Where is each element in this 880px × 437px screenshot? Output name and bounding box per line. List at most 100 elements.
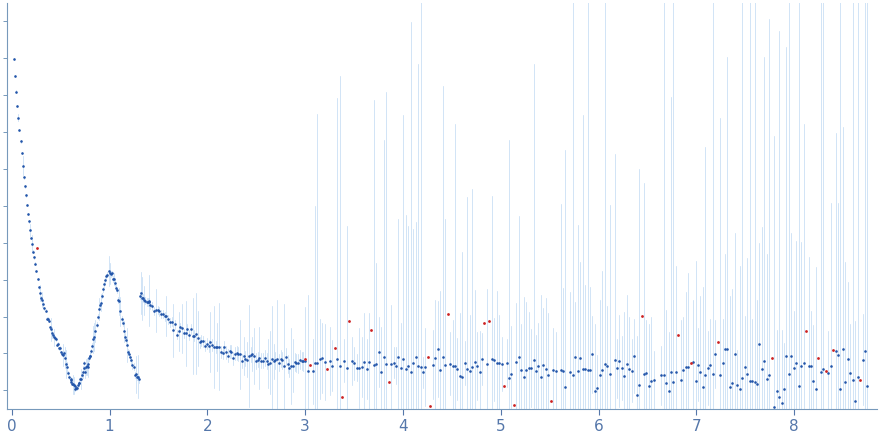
Point (568, 354, 583, 361)
Point (632, 382, 646, 388)
Point (7, 56, 21, 63)
Point (128, 371, 142, 378)
Point (207, 343, 221, 350)
Point (625, 367, 639, 374)
Point (40, 316, 54, 323)
Point (851, 373, 865, 380)
Point (308, 359, 322, 366)
Point (152, 308, 166, 315)
Point (237, 353, 251, 360)
Point (581, 367, 595, 374)
Point (194, 337, 209, 344)
Point (83, 352, 97, 359)
Point (81, 363, 95, 370)
Point (703, 361, 717, 368)
Point (691, 361, 705, 368)
Point (279, 353, 293, 360)
Point (84, 347, 99, 354)
Point (125, 362, 139, 369)
Point (61, 364, 75, 371)
Point (512, 354, 526, 361)
Point (67, 382, 81, 389)
Point (73, 375, 87, 382)
Point (389, 362, 403, 369)
Point (70, 382, 84, 388)
Point (70, 385, 84, 392)
Point (253, 355, 267, 362)
Point (755, 365, 769, 372)
Point (224, 348, 238, 355)
Point (721, 345, 735, 352)
Point (445, 363, 459, 370)
Point (348, 360, 362, 367)
Point (603, 370, 617, 377)
Point (737, 364, 752, 371)
Point (180, 326, 194, 333)
Point (634, 313, 649, 320)
Point (247, 353, 261, 360)
Point (475, 355, 489, 362)
Point (57, 350, 71, 357)
Point (686, 359, 700, 366)
Point (629, 392, 643, 399)
Point (41, 317, 55, 324)
Point (809, 386, 823, 393)
Point (123, 354, 137, 361)
Point (740, 370, 754, 377)
Point (83, 352, 97, 359)
Point (451, 366, 465, 373)
Point (212, 343, 226, 350)
Point (818, 368, 832, 375)
Point (656, 371, 671, 378)
Point (571, 368, 585, 375)
Point (733, 385, 747, 392)
Point (281, 360, 295, 367)
Point (467, 358, 481, 365)
Point (438, 361, 452, 368)
Point (17, 174, 31, 181)
Point (33, 284, 47, 291)
Point (166, 327, 180, 334)
Point (244, 351, 258, 358)
Point (12, 127, 26, 134)
Point (831, 352, 845, 359)
Point (154, 311, 168, 318)
Point (352, 364, 366, 371)
Point (80, 363, 94, 370)
Point (473, 368, 487, 375)
Point (150, 306, 165, 313)
Point (386, 359, 400, 366)
Point (53, 344, 67, 351)
Point (377, 354, 391, 361)
Point (743, 377, 757, 384)
Point (121, 349, 136, 356)
Point (392, 354, 406, 361)
Point (268, 357, 282, 364)
Point (799, 328, 813, 335)
Point (588, 387, 602, 394)
Point (216, 349, 230, 356)
Point (488, 356, 502, 363)
Point (187, 332, 202, 339)
Point (64, 378, 78, 385)
Point (231, 351, 246, 358)
Point (238, 355, 253, 362)
Point (62, 374, 77, 381)
Point (158, 313, 172, 320)
Point (230, 349, 244, 356)
Point (861, 383, 875, 390)
Point (70, 385, 84, 392)
Point (196, 338, 210, 345)
Point (94, 299, 108, 306)
Point (583, 366, 597, 373)
Point (659, 380, 673, 387)
Point (502, 375, 516, 382)
Point (539, 365, 553, 372)
Point (833, 385, 847, 392)
Point (179, 330, 193, 337)
Point (664, 369, 678, 376)
Point (534, 373, 548, 380)
Point (260, 358, 274, 365)
Point (566, 372, 580, 379)
Point (235, 357, 249, 364)
